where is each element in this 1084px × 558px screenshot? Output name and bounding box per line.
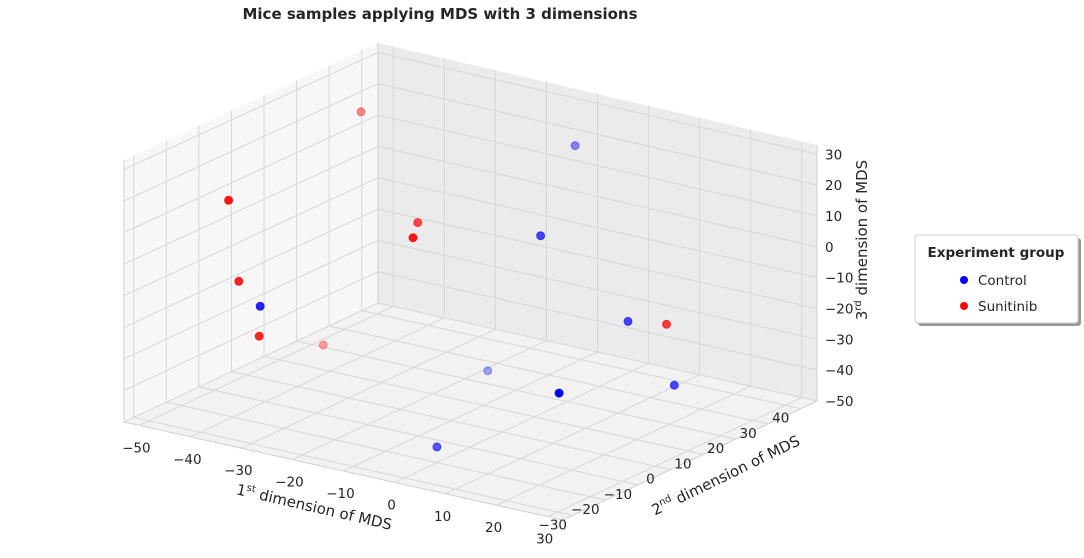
left-pane — [124, 43, 378, 422]
y-tick-label: −10 — [604, 487, 633, 503]
grid-lines — [123, 46, 818, 518]
x-tick-label: 0 — [387, 497, 396, 513]
z-tick-label: −20 — [825, 301, 854, 317]
box-edges — [123, 145, 818, 521]
data-point-control-3 — [554, 388, 564, 398]
data-point-sunitinib-0 — [356, 107, 366, 117]
z-axis-label-sup: rd — [853, 300, 864, 310]
grid-line-y-floor — [296, 340, 736, 440]
z-tick-label: −30 — [825, 332, 854, 348]
grid-line-z-back — [377, 208, 818, 309]
grid-line-z-back — [377, 239, 818, 340]
legend-label-sunitinib: Sunitinib — [978, 299, 1037, 315]
tick-labels: −50−40−30−20−100102030−30−20−10010203040… — [122, 147, 853, 547]
grid-line-z-left — [123, 114, 379, 234]
data-point-sunitinib-1 — [224, 195, 234, 205]
data-point-sunitinib-7 — [662, 319, 671, 329]
data-points — [224, 107, 679, 452]
y-tick-label: −30 — [539, 517, 568, 533]
data-point-sunitinib-5 — [254, 331, 264, 341]
legend: Experiment group Control Sunitinib — [914, 234, 1081, 326]
legend-marker-sunitinib — [960, 302, 968, 310]
grid-line-z-left — [123, 271, 379, 391]
y-tick-label: −20 — [571, 502, 600, 518]
x-tick-label: −40 — [173, 452, 202, 468]
data-point-control-5 — [483, 366, 493, 376]
legend-marker-control — [960, 276, 968, 284]
data-point-sunitinib-3 — [408, 233, 418, 243]
grid-line-z-back — [377, 114, 818, 217]
grid-line-z-left — [123, 302, 379, 423]
grid-line-y-floor — [198, 386, 639, 486]
chart-title: Mice samples applying MDS with 3 dimensi… — [242, 5, 637, 23]
y-tick-label: 10 — [674, 456, 691, 472]
grid-line-z-back — [377, 145, 818, 248]
x-axis-label-sup: st — [245, 483, 256, 496]
y-tick-label: 0 — [646, 472, 655, 488]
grid-line-z-left — [123, 177, 379, 297]
grid-line-y-floor — [133, 416, 573, 516]
grid-line-y-floor — [231, 371, 671, 471]
data-point-control-1 — [536, 231, 546, 241]
x-tick-label: −30 — [224, 463, 253, 479]
z-axis-label: 3rd dimension of MDS — [853, 160, 871, 320]
x-axis-label: 1st dimension of MDS — [235, 480, 394, 533]
grid-line-z-back — [377, 271, 818, 371]
data-point-control-2 — [623, 316, 633, 326]
z-tick-label: −10 — [825, 271, 854, 287]
grid-line-z-back — [377, 302, 818, 402]
legend-title: Experiment group — [928, 245, 1065, 261]
x-axis-label-main: 1 — [235, 480, 248, 500]
data-point-sunitinib-2 — [413, 218, 423, 228]
grid-line-z-back — [377, 51, 818, 155]
grid-line-y-floor — [263, 355, 704, 455]
data-point-control-7 — [432, 442, 442, 452]
z-tick-label: 10 — [825, 209, 842, 225]
data-point-sunitinib-6 — [318, 340, 328, 350]
data-point-sunitinib-4 — [234, 276, 244, 286]
grid-line-z-left — [123, 239, 379, 360]
y-tick-label: 20 — [707, 441, 724, 457]
legend-box — [914, 234, 1079, 324]
x-tick-label: 30 — [536, 532, 553, 548]
grid-line-z-left — [123, 83, 379, 202]
grid-line-y-floor — [329, 325, 769, 425]
grid-line-y-floor — [166, 401, 606, 501]
legend-label-control: Control — [978, 273, 1027, 289]
x-tick-label: −10 — [326, 486, 355, 502]
x-tick-label: −50 — [122, 440, 151, 456]
y-axis-label-sup: nd — [657, 493, 673, 508]
grid-line-z-left — [123, 208, 379, 328]
z-tick-label: 30 — [825, 147, 842, 163]
axis-lines — [123, 43, 818, 521]
x-tick-label: 20 — [485, 520, 502, 536]
grid-line-z-back — [377, 83, 818, 186]
data-point-control-6 — [255, 301, 265, 311]
grid-line-y-floor — [361, 310, 801, 410]
grid-line-z-left — [123, 145, 379, 265]
x-tick-label: 10 — [434, 509, 451, 525]
z-tick-label: −50 — [825, 394, 854, 410]
z-tick-label: −40 — [825, 363, 854, 379]
x-axis-label-rest: dimension of MDS — [253, 485, 394, 534]
data-point-control-0 — [570, 141, 580, 151]
y-tick-label: 30 — [740, 426, 757, 442]
z-axis-label-rest: dimension of MDS — [853, 160, 871, 300]
grid-line-z-left — [123, 51, 379, 170]
grid-line-z-back — [377, 177, 818, 279]
x-tick-label: −20 — [275, 475, 304, 491]
z-tick-label: 20 — [825, 178, 842, 194]
z-tick-label: 0 — [825, 240, 834, 256]
y-tick-label: 40 — [772, 411, 789, 427]
z-axis-label-main: 3 — [853, 311, 871, 321]
data-point-control-4 — [669, 380, 679, 390]
